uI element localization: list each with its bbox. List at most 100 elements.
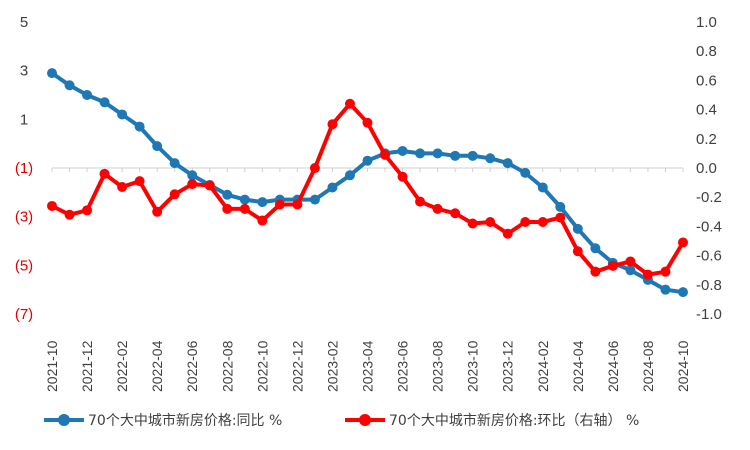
left-tick-label: 1 [20,111,28,128]
right-tick-label: -0.8 [696,277,722,294]
data-point-series-2 [82,205,93,216]
x-tick-label: 2024-04 [570,340,586,392]
data-point-series-1 [99,97,110,108]
data-point-series-2 [99,168,110,179]
series-lines [47,68,688,298]
x-tick-label: 2023-08 [430,340,446,392]
axis-lines [51,167,684,172]
left-tick-label: (1) [15,160,33,177]
data-point-series-2 [397,171,408,182]
left-tick-label: (3) [15,209,33,226]
data-point-series-1 [257,197,268,208]
x-tick-label: 2023-06 [395,340,411,392]
x-tick-label: 2024-06 [605,340,621,392]
data-point-series-2 [450,208,461,219]
left-tick-label: (7) [15,306,33,323]
data-point-series-1 [64,80,75,91]
data-point-series-2 [47,200,57,211]
data-point-series-2 [187,179,198,190]
data-point-series-1 [344,170,355,181]
data-point-series-2 [117,181,128,192]
data-point-series-1 [432,148,443,159]
data-point-series-2 [222,203,233,214]
data-point-series-2 [257,215,268,226]
data-point-series-2 [572,246,583,257]
data-point-series-1 [397,145,408,156]
data-point-series-2 [485,217,496,228]
data-point-series-1 [590,243,601,254]
data-point-series-1 [152,141,163,152]
data-point-series-1 [134,121,145,132]
data-point-series-1 [222,189,233,200]
left-tick-label: (5) [15,257,33,274]
data-point-series-2 [152,206,163,217]
data-point-series-2 [520,217,531,228]
data-point-series-1 [678,287,688,298]
x-tick-label: 2023-04 [360,340,376,392]
x-tick-label: 2022-02 [114,340,130,392]
data-point-series-2 [467,218,478,229]
data-point-series-2 [64,209,75,220]
left-axis-ticks: 5 3 1 (1) (3) (5) (7) [15,14,33,323]
x-tick-label: 2022-10 [254,340,270,392]
x-tick-label: 2023-12 [500,340,516,392]
data-point-series-2 [204,180,215,191]
data-point-series-1 [169,158,180,169]
data-point-series-1 [572,223,583,234]
data-point-series-2 [362,117,373,128]
data-point-series-1 [187,170,198,181]
data-point-series-1 [485,153,496,164]
data-point-series-1 [660,284,671,295]
right-tick-label: 0.4 [696,102,717,119]
left-tick-label: 3 [20,63,28,80]
data-point-series-2 [134,176,145,187]
data-point-series-2 [239,203,250,214]
legend-label-2: 70个大中城市新房价格:环比（右轴） % [389,412,639,429]
series-line-1 [50,71,684,295]
legend-marker-1 [58,414,70,426]
x-tick-label: 2024-10 [675,340,691,392]
right-tick-label: -0.2 [696,189,722,206]
x-tick-label: 2023-02 [324,340,340,392]
series-line-2 [51,101,685,277]
right-tick-label: 0.8 [696,43,717,60]
x-tick-label: 2024-02 [535,340,551,392]
data-point-series-1 [117,109,128,120]
right-tick-label: -0.6 [696,248,722,265]
data-point-series-1 [239,194,250,205]
data-point-series-2 [502,228,513,239]
x-tick-label: 2024-08 [640,340,656,392]
data-point-series-1 [502,158,513,169]
x-tick-label: 2021-12 [79,340,95,392]
x-tick-label: 2022-04 [149,340,165,392]
data-point-series-2 [432,203,443,214]
data-point-series-1 [47,68,57,79]
data-point-series-2 [292,199,303,210]
data-point-series-2 [415,196,426,207]
right-tick-label: 0.6 [696,72,717,89]
x-tick-label: 2022-06 [184,340,200,392]
legend-label-1: 70个大中城市新房价格:同比 % [88,412,282,429]
data-point-series-2 [607,260,618,271]
right-tick-label: -0.4 [696,218,722,235]
data-point-series-2 [678,237,688,248]
data-point-series-2 [274,199,285,210]
right-tick-label: 1.0 [696,14,717,31]
data-point-series-1 [520,167,531,178]
data-point-series-1 [537,182,548,193]
data-point-series-2 [537,217,548,228]
data-point-series-2 [590,266,601,277]
data-point-series-2 [625,256,636,267]
data-point-series-1 [362,155,373,166]
data-point-series-1 [555,201,566,212]
data-point-series-2 [309,163,320,173]
left-tick-label: 5 [20,14,28,31]
data-point-series-2 [642,269,653,280]
legend: 70个大中城市新房价格:同比 % 70个大中城市新房价格:环比（右轴） % [44,412,639,429]
x-axis-ticks: 2021-10 2021-12 2022-02 2022-04 2022-06 2022-… [44,340,691,392]
right-tick-label: 0.2 [696,131,717,148]
data-point-series-1 [415,148,426,159]
x-tick-label: 2022-12 [289,340,305,392]
data-point-series-1 [625,265,636,276]
